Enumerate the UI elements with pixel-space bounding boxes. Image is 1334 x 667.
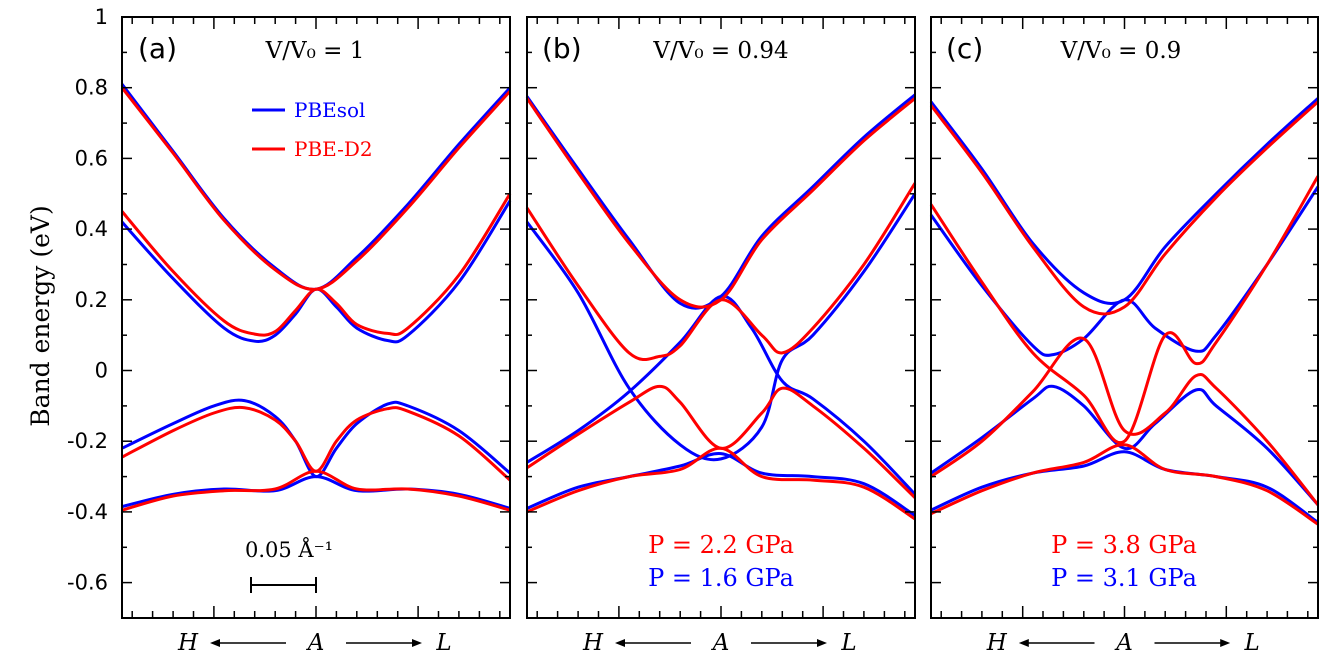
- panel-b-frame: [526, 16, 916, 619]
- pbed2-band-2: [120, 193, 512, 337]
- panel-a-curves: [120, 83, 512, 512]
- y-tick-label: 0: [95, 359, 108, 383]
- pbesol-band-3: [930, 384, 1320, 506]
- arrow-right-head: [412, 639, 422, 647]
- pbesol-band-4: [526, 452, 916, 517]
- scale-bar-label: 0.05 Å⁻¹: [245, 537, 333, 562]
- panel-c: (c) V/V₀ = 0.9 P = 3.8 GPa P = 3.1 GPa H…: [929, 16, 1320, 656]
- y-tick-label: -0.6: [67, 571, 108, 595]
- y-tick-labels: -0.6 -0.4 -0.2 0 0.2 0.4 0.6 0.8 1: [67, 5, 108, 595]
- y-tick-label: -0.4: [67, 500, 108, 524]
- y-tick-label: 0.4: [75, 217, 108, 241]
- x-label-L: L: [840, 630, 856, 656]
- pbesol-band-3: [526, 294, 917, 496]
- arrow-left-head: [1018, 639, 1029, 647]
- panel-c-frame: [930, 16, 1319, 619]
- pbed2-band-4: [526, 446, 916, 521]
- x-label-H: H: [177, 630, 199, 656]
- panel-b-curves: [525, 93, 917, 521]
- panel-c-ticks: [931, 16, 1318, 619]
- panel-a: (a) V/V₀ = 1 PBEsol PBE-D2 0.05 Å⁻¹ H A L: [120, 16, 512, 656]
- x-label-H: H: [986, 630, 1008, 656]
- panel-a-volume-label: V/V₀ = 1: [265, 38, 365, 64]
- legend-text-pbed2: PBE-D2: [294, 137, 373, 161]
- panel-a-label: (a): [138, 32, 177, 65]
- panel-b-label: (b): [542, 32, 582, 65]
- panel-c-volume-label: V/V₀ = 0.9: [1060, 38, 1182, 64]
- panel-a-frame: [121, 16, 511, 619]
- legend-text-pbesol: PBEsol: [294, 98, 365, 122]
- y-tick-label: 0.2: [75, 288, 108, 312]
- scale-bar: [250, 577, 317, 593]
- pbed2-band-3: [121, 405, 511, 482]
- pbed2-band-2: [525, 182, 917, 361]
- pbesol-band-4: [121, 475, 511, 510]
- panel-c-label: (c): [946, 32, 983, 65]
- pbed2-band-4: [930, 443, 1319, 526]
- panel-b: (b) V/V₀ = 0.94 P = 2.2 GPa P = 1.6 GPa …: [525, 16, 917, 656]
- pbesol-band-2: [525, 192, 917, 462]
- y-tick-label: 1: [95, 5, 108, 29]
- panel-c-pressure-pbesol: P = 3.1 GPa: [1051, 564, 1197, 592]
- x-label-A: A: [711, 630, 730, 656]
- pbed2-band-1: [929, 100, 1320, 316]
- pbed2-band-4: [121, 469, 511, 512]
- panel-b-pressure-pbesol: P = 1.6 GPa: [648, 564, 794, 592]
- panel-b-pressure-pbed2: P = 2.2 GPa: [648, 531, 794, 559]
- panel-a-ticks: [122, 16, 510, 619]
- arrow-left-head: [210, 639, 220, 647]
- y-tick-label: 0.6: [75, 146, 108, 170]
- arrow-right-head: [1220, 639, 1231, 647]
- x-label-H: H: [582, 630, 604, 656]
- pbesol-band-3: [121, 398, 511, 479]
- panel-b-volume-label: V/V₀ = 0.94: [652, 38, 788, 64]
- x-label-A: A: [306, 630, 325, 656]
- pbed2-band-3: [930, 336, 1320, 506]
- pbed2-band-2: [929, 175, 1320, 445]
- pbesol-band-2: [929, 185, 1320, 357]
- panel-c-pressure-pbed2: P = 3.8 GPa: [1051, 531, 1197, 559]
- panel-b-ticks: [527, 16, 915, 619]
- legend: PBEsol PBE-D2: [252, 98, 373, 161]
- x-label-L: L: [435, 630, 451, 656]
- arrow-right-head: [817, 639, 827, 647]
- pbesol-band-4: [930, 450, 1319, 524]
- y-tick-label: 0.8: [75, 76, 108, 100]
- x-label-L: L: [1244, 630, 1260, 656]
- panel-c-curves: [929, 97, 1320, 526]
- x-label-A: A: [1114, 630, 1133, 656]
- pbesol-band-2: [120, 200, 512, 344]
- y-tick-label: -0.2: [67, 429, 108, 453]
- y-axis-label: Band energy (eV): [26, 205, 55, 426]
- arrow-left-head: [615, 639, 625, 647]
